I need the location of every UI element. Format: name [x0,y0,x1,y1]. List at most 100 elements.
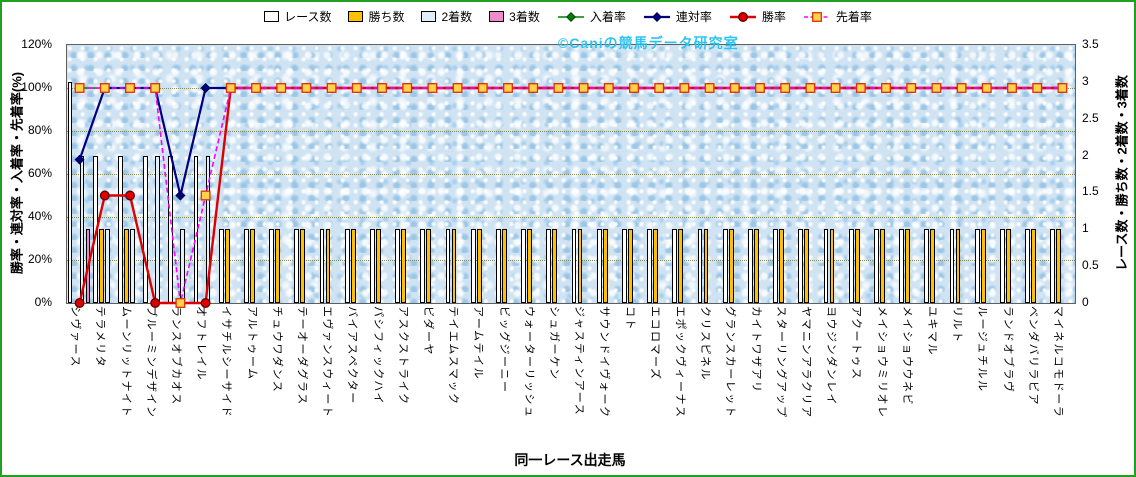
bar-wins [300,229,306,303]
first-rate-square-marker [477,83,488,93]
bar-wins [275,229,280,303]
first-rate-square-marker [906,83,917,93]
horizontal-gridline [67,174,1075,175]
legend-label-races: レース数 [284,10,332,24]
win-rate-circle-marker [99,190,110,201]
x-category-label: ムーンリットナイト [119,306,132,418]
x-category-label: アームテイル [472,306,485,381]
quinella-rate-diamond-marker [651,11,662,22]
bar-races [924,229,930,303]
x-category-label: マイネルコモドーラ [1051,306,1064,419]
horizontal-gridline [67,217,1075,218]
legend-swatch-wins [348,11,364,22]
y-right-tick-label: 3.5 [1082,37,1099,51]
bar-races [344,229,350,303]
bar-wins [804,229,810,303]
first-rate-square-marker [276,83,287,93]
bar-wins [1006,229,1011,303]
first-rate-square-marker [99,83,110,93]
bar-races [949,229,955,303]
legend-item-quinella-rate: 連対率 [643,8,712,25]
first-rate-square-marker [175,298,186,308]
first-rate-square-marker [326,83,337,93]
legend-item-thirds: 3着数 [489,8,540,25]
horizontal-gridline [67,260,1075,261]
x-category-label: コト [623,306,636,331]
y-left-tick-label: 60% [27,166,52,180]
x-category-label: オフトレイル [195,306,208,381]
bar-wins [250,229,255,303]
x-category-label: シュガーケン [547,306,560,381]
bar-races [848,229,854,303]
x-category-label: バイアスペクター [346,306,359,405]
y-right-tick-label: 2.5 [1082,110,1099,125]
first-rate-square-marker [528,83,539,93]
y-left-tick-label: 80% [27,123,52,137]
bar-races [546,229,552,303]
first-rate-square-marker [503,83,513,93]
y-left-tick-label: 20% [27,252,52,266]
x-category-label: アスクストライク [396,306,409,406]
first-rate-square-marker [377,83,387,93]
bar-wins [577,229,583,303]
x-category-label: ルージュチルル [976,306,989,393]
x-category-label: リルト [951,306,964,344]
x-category-label: カイトワザアリ [749,306,762,394]
bar-wins [779,229,784,303]
first-rate-square-marker [881,83,891,93]
horizontal-gridline [67,131,1075,132]
watermark: ©Caniの競馬データ研究室 [558,35,739,51]
first-rate-square-marker [125,83,135,93]
x-category-label: クリスピネル [699,306,712,381]
bar-wins [602,229,608,303]
bar-races [319,229,325,303]
bar-races [596,229,602,303]
x-category-label: ベンダバリラビア [1026,306,1039,406]
legend-item-seconds: 2着数 [421,8,472,25]
x-category-label: メイショウミリオレ [875,306,888,419]
bar-wins [426,229,432,303]
first-rate-square-marker [578,83,589,93]
first-rate-square-marker [811,11,822,22]
bar-wins [980,229,986,303]
bar-wins [224,229,230,303]
bar-wins [703,229,709,303]
bar-races [1025,229,1030,303]
win-rate-circle-marker [737,11,748,22]
bar-races [269,229,274,303]
first-rate-square-marker [150,83,161,93]
first-rate-square-marker [351,83,362,93]
x-category-label: ランスオブカオス [169,306,182,406]
y-right-tick-label: 0.5 [1082,258,1099,273]
bar-wins [401,229,406,303]
first-rate-square-marker [1007,83,1017,93]
first-rate-square-marker [855,83,866,93]
x-category-label: アルトゥーム [245,306,258,381]
y-right-tick-label: 3 [1082,73,1089,88]
bar-wins [451,229,457,303]
x-category-label: エコロマーズ [648,306,661,381]
bar-races [1000,229,1005,303]
x-category-label: ブルーミンデザイン [144,306,157,419]
first-rate-square-marker [679,83,690,93]
x-category-label: グランスカーレット [724,306,737,419]
bar-wins [502,229,507,303]
bar-races [445,229,451,303]
first-rate-square-marker [200,190,211,201]
x-category-label: チュウワダンス [270,306,283,394]
y-right-tick-label: 1 [1082,221,1089,236]
bar-races [420,229,426,303]
bar-races [647,229,652,303]
first-rate-square-marker [225,83,236,93]
first-rate-square-marker [956,83,967,93]
bar-wins [350,229,356,303]
bar-races [974,229,980,303]
bar-wins [376,229,381,303]
x-category-label: ビダーヤ [421,306,434,356]
first-rate-square-marker [553,83,564,93]
bar-wins [955,229,961,303]
first-rate-square-marker [452,83,463,93]
legend-line-sample-first-rate [803,11,830,22]
y-axis-left-title: 勝率・連対率・入着率・先着率(%) [9,71,25,275]
legend-item-win-rate: 勝率 [729,8,786,25]
